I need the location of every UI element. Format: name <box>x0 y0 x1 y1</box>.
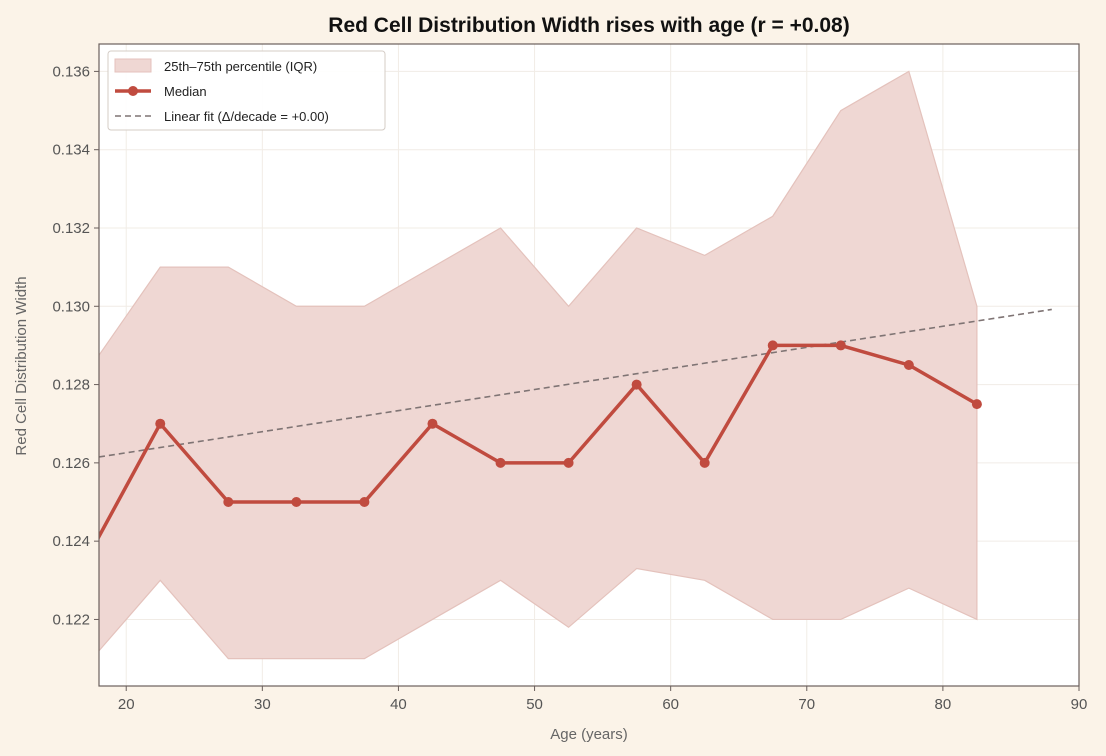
median-point <box>699 457 710 468</box>
median-points <box>155 340 982 508</box>
y-tick-label: 0.136 <box>52 63 90 80</box>
legend-frame <box>107 50 386 131</box>
median-line <box>99 343 978 541</box>
y-tick-label: 0.126 <box>52 455 90 472</box>
x-tick-label: 90 <box>1071 696 1088 713</box>
median-point <box>495 457 506 468</box>
x-tick-label: 40 <box>390 696 407 713</box>
median-point <box>903 360 914 370</box>
legend-iqr-swatch <box>114 58 152 73</box>
plot-frame <box>98 43 1080 687</box>
linear-fit-line <box>99 308 1052 458</box>
median-point <box>971 399 982 410</box>
y-tick-label: 0.132 <box>52 220 90 237</box>
x-tick-label: 20 <box>118 696 135 713</box>
median-point <box>767 340 778 351</box>
legend-median-label: Median <box>164 84 207 99</box>
x-tick-label: 60 <box>662 696 679 713</box>
median-point <box>631 379 642 390</box>
legend: 25th–75th percentile (IQR) Median Linear… <box>107 50 386 131</box>
y-axis-label: Red Cell Distribution Width <box>13 276 30 455</box>
y-axis: 0.122 0.124 0.126 0.128 0.130 0.132 0.134 0.136 <box>52 63 99 628</box>
median-point <box>291 497 302 508</box>
median-point <box>563 457 574 468</box>
legend-iqr-label: 25th–75th percentile (IQR) <box>164 59 317 74</box>
y-tick-label: 0.134 <box>52 142 90 159</box>
plot-area <box>99 70 1052 660</box>
median-point <box>359 497 370 508</box>
y-tick-label: 0.128 <box>52 377 90 394</box>
median-point <box>835 340 846 351</box>
legend-median-marker <box>128 86 138 96</box>
chart-title: Red Cell Distribution Width rises with a… <box>328 14 849 37</box>
x-tick-label: 80 <box>935 696 952 713</box>
x-axis-label: Age (years) <box>550 726 628 743</box>
median-point <box>427 418 438 429</box>
y-tick-label: 0.124 <box>52 533 90 550</box>
x-tick-label: 70 <box>798 696 815 713</box>
median-point <box>223 497 234 508</box>
legend-fit-label: Linear fit (Δ/decade = +0.00) <box>164 109 329 124</box>
iqr-band <box>99 70 978 660</box>
x-axis: 20 30 40 50 60 70 80 90 <box>118 686 1087 713</box>
y-tick-label: 0.130 <box>52 298 90 315</box>
median-point <box>155 418 166 429</box>
y-tick-label: 0.122 <box>52 611 90 628</box>
x-tick-label: 50 <box>526 696 543 713</box>
x-tick-label: 30 <box>254 696 271 713</box>
